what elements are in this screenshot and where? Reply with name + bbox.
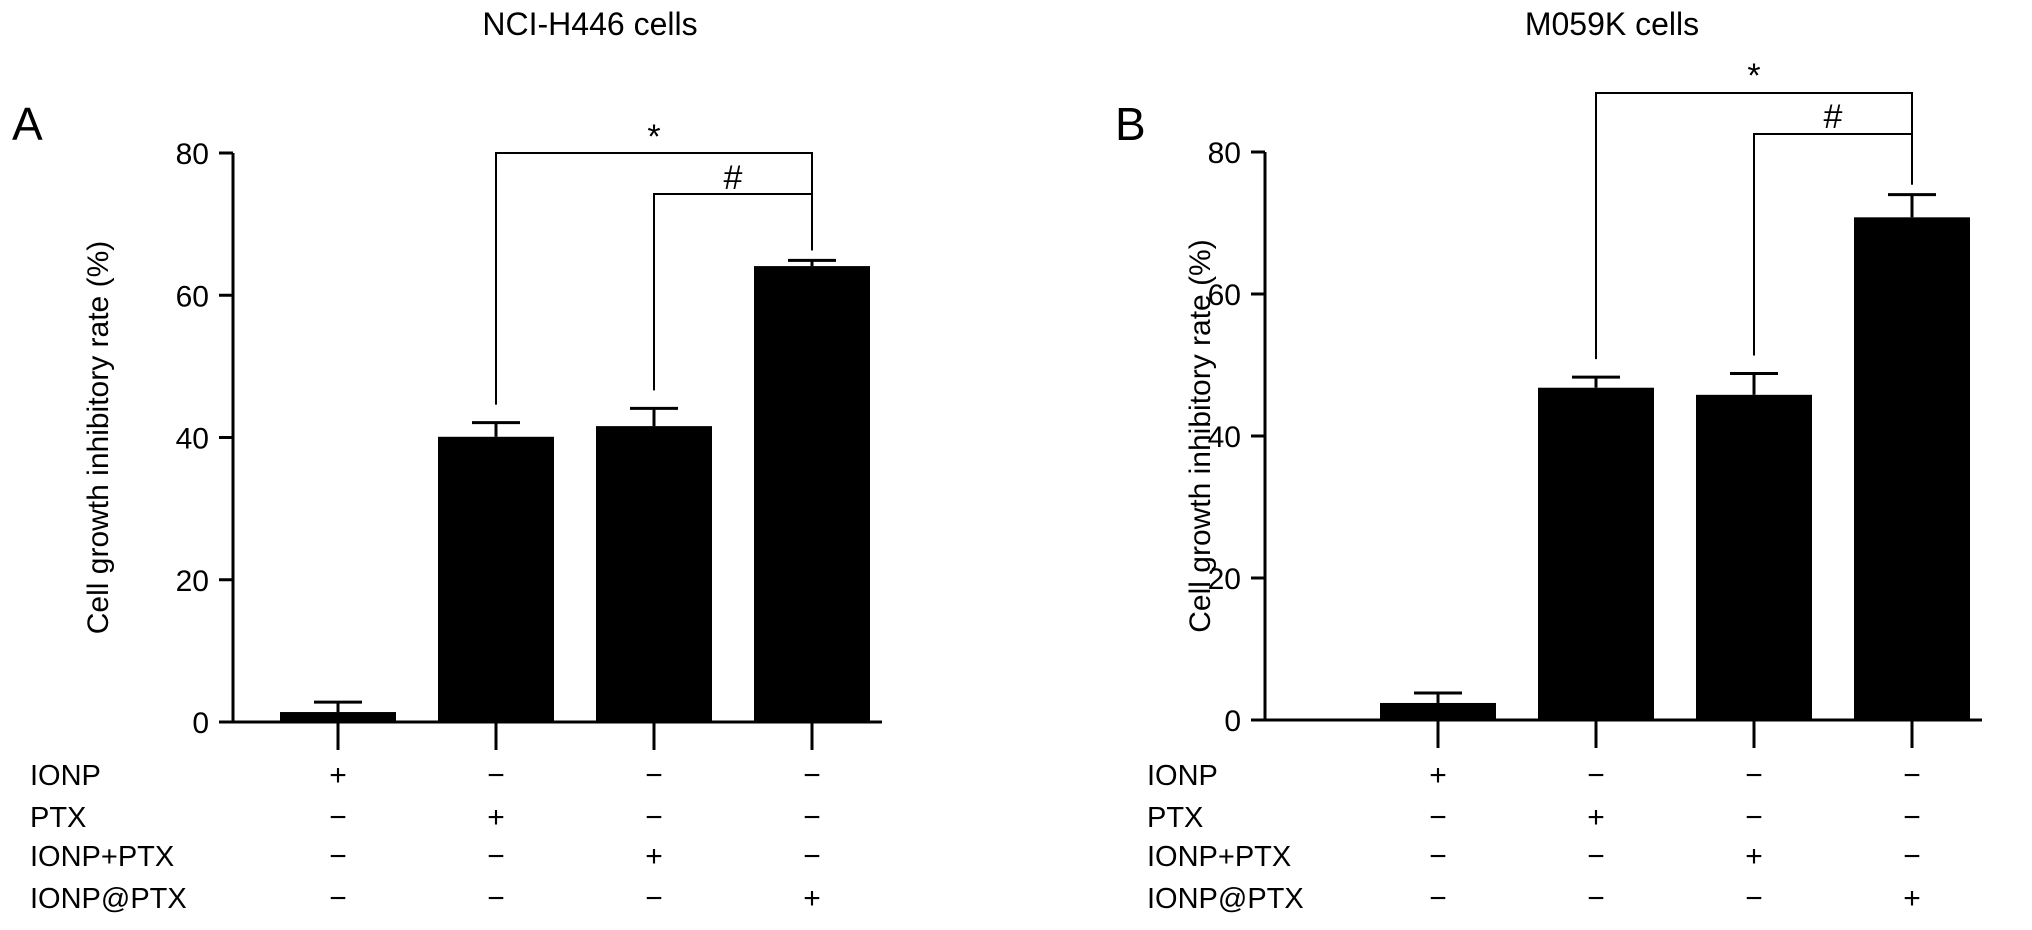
significance-symbol: # bbox=[1824, 98, 1843, 136]
y-axis-label: Cell growth inhibitory rate (%) bbox=[82, 241, 115, 634]
y-tick-label: 40 bbox=[176, 423, 209, 456]
bar bbox=[1380, 702, 1496, 720]
treatment-row-label: IONP+PTX bbox=[30, 841, 174, 873]
y-tick-label: 40 bbox=[1208, 421, 1241, 454]
treatment-mark: + bbox=[1903, 882, 1921, 915]
chart-title: NCI-H446 cells bbox=[482, 6, 697, 42]
treatment-mark: − bbox=[329, 801, 347, 834]
significance-bracket bbox=[1753, 133, 1913, 356]
treatment-mark: − bbox=[645, 882, 663, 915]
y-tick-label: 0 bbox=[192, 707, 209, 740]
treatment-row-label: PTX bbox=[1147, 802, 1203, 834]
significance-symbol: * bbox=[1747, 57, 1760, 95]
treatment-mark: − bbox=[487, 759, 505, 792]
treatment-mark: + bbox=[1745, 840, 1763, 873]
panel-letter: B bbox=[1115, 98, 1146, 150]
bar bbox=[1538, 387, 1654, 720]
significance-bracket bbox=[653, 193, 813, 391]
treatment-mark: − bbox=[1903, 759, 1921, 792]
bar bbox=[754, 266, 870, 722]
bar bbox=[1854, 217, 1970, 720]
treatment-mark: − bbox=[1903, 801, 1921, 834]
treatment-mark: − bbox=[803, 840, 821, 873]
treatment-row-label: IONP+PTX bbox=[1147, 841, 1291, 873]
treatment-mark: − bbox=[1587, 882, 1605, 915]
y-tick-label: 60 bbox=[176, 280, 209, 313]
treatment-mark: − bbox=[1429, 840, 1447, 873]
treatment-mark: − bbox=[1903, 840, 1921, 873]
treatment-mark: + bbox=[329, 759, 347, 792]
treatment-mark: − bbox=[803, 759, 821, 792]
treatment-row-label: IONP bbox=[30, 760, 101, 792]
chart-title: M059K cells bbox=[1525, 6, 1699, 42]
bar bbox=[438, 436, 554, 722]
y-tick-label: 0 bbox=[1224, 705, 1241, 738]
treatment-mark: + bbox=[803, 882, 821, 915]
panel-b: M059K cells B Cell growth inhibitory rate … bbox=[1115, 6, 1982, 915]
treatment-row-label: IONP@PTX bbox=[1147, 883, 1304, 915]
y-tick-label: 20 bbox=[1208, 563, 1241, 596]
y-tick-label: 80 bbox=[176, 138, 209, 171]
treatment-mark: − bbox=[1587, 759, 1605, 792]
treatment-row-label: IONP bbox=[1147, 760, 1218, 792]
y-tick-label: 80 bbox=[1208, 137, 1241, 170]
y-tick-label: 60 bbox=[1208, 279, 1241, 312]
treatment-mark: + bbox=[1429, 759, 1447, 792]
panel-a: NCI-H446 cells A Cell growth inhibitory ra… bbox=[12, 6, 882, 915]
panel-letter: A bbox=[12, 98, 43, 150]
y-tick-label: 20 bbox=[176, 565, 209, 598]
treatment-mark: − bbox=[645, 801, 663, 834]
bar bbox=[596, 426, 712, 722]
significance-symbol: * bbox=[647, 118, 660, 156]
treatment-mark: − bbox=[487, 840, 505, 873]
treatment-mark: − bbox=[1745, 882, 1763, 915]
treatment-mark: − bbox=[1745, 759, 1763, 792]
treatment-mark: − bbox=[1587, 840, 1605, 873]
treatment-mark: − bbox=[803, 801, 821, 834]
treatment-mark: + bbox=[487, 801, 505, 834]
y-axis-label: Cell growth inhibitory rate (%) bbox=[1184, 239, 1217, 632]
treatment-mark: − bbox=[1745, 801, 1763, 834]
treatment-mark: − bbox=[329, 840, 347, 873]
treatment-mark: + bbox=[645, 840, 663, 873]
treatment-mark: − bbox=[487, 882, 505, 915]
treatment-mark: − bbox=[1429, 882, 1447, 915]
bar bbox=[1696, 394, 1812, 720]
bar bbox=[280, 712, 396, 722]
treatment-row-label: PTX bbox=[30, 802, 86, 834]
treatment-mark: − bbox=[1429, 801, 1447, 834]
treatment-mark: + bbox=[1587, 801, 1605, 834]
treatment-row-label: IONP@PTX bbox=[30, 883, 187, 915]
significance-symbol: # bbox=[724, 159, 743, 197]
treatment-mark: − bbox=[645, 759, 663, 792]
treatment-mark: − bbox=[329, 882, 347, 915]
